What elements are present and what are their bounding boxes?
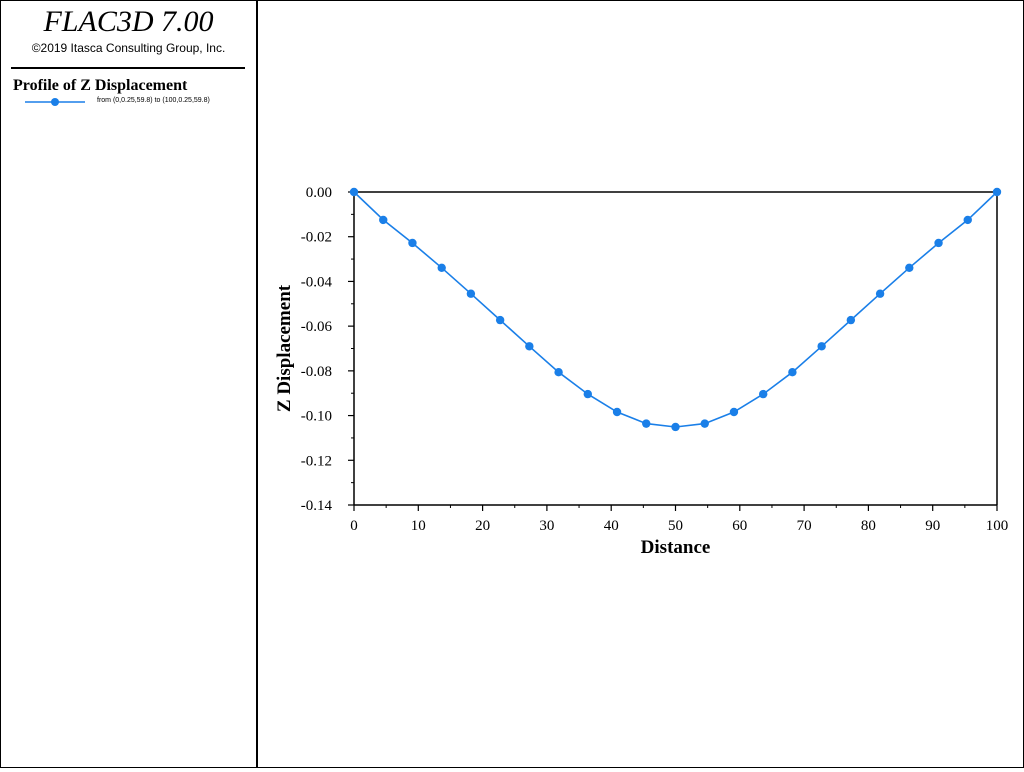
legend-label: from (0,0.25,59.8) to (100,0.25,59.8)	[97, 97, 210, 104]
x-tick-label: 100	[986, 518, 1009, 534]
data-point	[671, 422, 680, 432]
data-point	[846, 315, 856, 325]
x-axis-title: Distance	[641, 537, 711, 558]
y-tick-label: -0.12	[301, 453, 332, 469]
data-point	[466, 289, 476, 298]
data-point	[759, 389, 768, 399]
data-point	[612, 407, 622, 417]
legend-line-marker-icon	[25, 98, 85, 106]
data-point	[905, 263, 914, 272]
data-point	[700, 419, 709, 428]
legend-entry: from (0,0.25,59.8) to (100,0.25,59.8)	[25, 95, 255, 109]
data-point	[379, 215, 388, 225]
x-tick-label: 90	[925, 518, 940, 534]
title-divider	[11, 67, 245, 69]
y-tick-label: -0.10	[301, 409, 332, 425]
profile-chart: 0.00 -0.02 -0.04 -0.06 -0.08 -0.10 -0.12 -0.14 0…	[274, 185, 1008, 558]
data-point	[495, 315, 505, 325]
legend-panel: FLAC3D 7.00 ©2019 Itasca Consulting Grou…	[1, 1, 258, 767]
app-title: FLAC3D 7.00	[43, 5, 214, 38]
data-point	[408, 238, 417, 248]
y-tick-label: -0.08	[301, 364, 332, 380]
data-point	[554, 367, 563, 377]
x-tick-label: 40	[604, 518, 619, 534]
y-tick-label: -0.02	[301, 230, 332, 246]
chart-series	[349, 187, 1002, 432]
x-tick-label: 30	[539, 518, 554, 534]
chart-area: 0.00 -0.02 -0.04 -0.06 -0.08 -0.10 -0.12 -0.14 0…	[259, 1, 1023, 767]
data-point	[642, 419, 651, 428]
data-point	[817, 342, 826, 351]
y-axis-title: Z Displacement	[274, 284, 295, 412]
plot-title: Profile of Z Displacement	[13, 77, 188, 94]
data-point	[963, 215, 972, 225]
copyright-text: ©2019 Itasca Consulting Group, Inc.	[31, 41, 226, 55]
data-point	[788, 367, 797, 377]
x-tick-label: 50	[668, 518, 683, 534]
y-tick-label: -0.14	[301, 498, 333, 514]
data-point	[525, 342, 534, 351]
x-tick-label: 20	[475, 518, 490, 534]
y-tick-label: -0.06	[301, 319, 333, 335]
x-tick-label: 70	[797, 518, 812, 534]
data-point	[349, 187, 359, 197]
series-line	[353, 191, 998, 428]
x-tick-label: 0	[350, 518, 358, 534]
y-tick-label: 0.00	[306, 185, 332, 201]
y-tick-label: -0.04	[301, 274, 333, 290]
chart-labels: 0.00 -0.02 -0.04 -0.06 -0.08 -0.10 -0.12 -0.14 0…	[274, 185, 1008, 558]
data-point	[437, 263, 446, 272]
x-tick-label: 10	[411, 518, 426, 534]
data-point	[992, 187, 1002, 197]
chart-axes	[348, 191, 998, 511]
data-point	[934, 238, 943, 248]
x-tick-label: 80	[861, 518, 876, 534]
data-point	[583, 389, 592, 399]
x-tick-label: 60	[732, 518, 747, 534]
data-point	[729, 407, 739, 417]
data-point	[875, 289, 885, 298]
